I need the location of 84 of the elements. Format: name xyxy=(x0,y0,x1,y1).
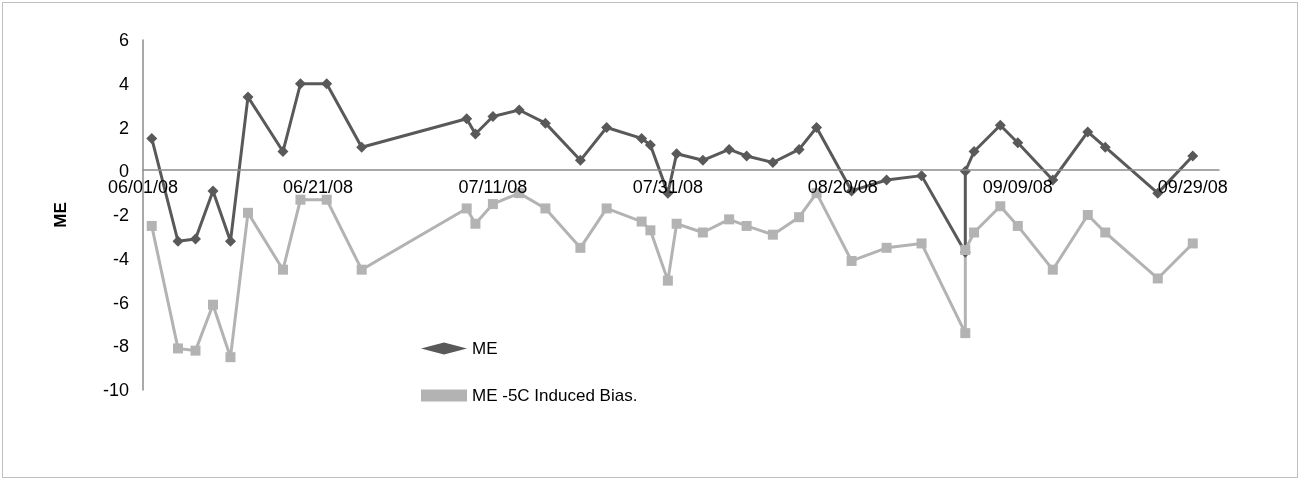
point xyxy=(767,157,779,168)
point xyxy=(1012,220,1023,231)
point xyxy=(277,146,289,158)
point xyxy=(575,242,586,253)
point xyxy=(294,78,306,90)
point xyxy=(321,78,333,90)
point xyxy=(741,150,753,162)
point xyxy=(461,113,473,125)
point xyxy=(697,227,708,238)
point xyxy=(172,235,184,247)
point xyxy=(356,141,368,153)
point xyxy=(969,227,980,238)
y-tick-label: -4 xyxy=(112,248,129,269)
point xyxy=(1082,210,1093,220)
y-tick-label: 6 xyxy=(118,30,129,50)
y-tick-label: -8 xyxy=(112,336,129,357)
point xyxy=(469,128,481,140)
point xyxy=(741,220,752,231)
point xyxy=(881,174,893,186)
point xyxy=(487,111,499,123)
point xyxy=(189,233,201,245)
point xyxy=(644,139,656,151)
y-tick-label: 4 xyxy=(118,73,129,94)
point xyxy=(794,212,805,223)
point xyxy=(601,203,612,214)
point xyxy=(225,352,236,363)
point xyxy=(662,275,673,286)
point xyxy=(487,199,498,210)
point xyxy=(793,143,805,155)
point xyxy=(1099,141,1111,153)
point xyxy=(242,207,253,218)
point xyxy=(636,216,647,227)
y-axis-title: ME xyxy=(51,202,70,228)
point xyxy=(968,146,980,158)
point xyxy=(190,345,201,356)
point xyxy=(321,194,332,205)
point xyxy=(1047,264,1058,275)
point xyxy=(146,220,157,231)
point xyxy=(1187,238,1198,249)
legend-label: ME -5C Induced Bias. xyxy=(472,386,638,405)
point xyxy=(811,122,823,133)
point xyxy=(461,203,472,214)
point xyxy=(767,229,778,240)
point xyxy=(881,242,892,253)
legend-label: ME xyxy=(472,339,498,358)
y-tick-label: -2 xyxy=(112,205,129,225)
point xyxy=(994,119,1006,131)
point xyxy=(295,194,306,205)
point xyxy=(916,170,928,182)
point xyxy=(724,214,735,225)
point xyxy=(671,148,683,160)
point xyxy=(1012,137,1024,149)
point xyxy=(1100,227,1111,238)
x-tick-label: 09/09/08 xyxy=(982,177,1053,197)
point xyxy=(1187,150,1199,162)
point xyxy=(172,343,183,354)
point xyxy=(540,203,551,214)
point xyxy=(846,255,857,266)
point xyxy=(513,104,525,116)
x-tick-label: 07/11/08 xyxy=(458,177,528,197)
point xyxy=(207,299,218,310)
point xyxy=(146,132,158,144)
point xyxy=(574,154,586,166)
point xyxy=(470,218,481,229)
point xyxy=(277,264,288,275)
point xyxy=(1082,126,1094,138)
y-tick-label: 2 xyxy=(118,117,129,138)
point xyxy=(995,201,1006,212)
point xyxy=(645,225,656,236)
point xyxy=(207,185,219,197)
point xyxy=(723,143,735,155)
y-tick-label: -6 xyxy=(112,292,129,313)
point xyxy=(697,154,709,166)
point xyxy=(671,218,682,229)
point xyxy=(539,117,551,129)
point xyxy=(960,328,971,339)
x-tick-label: 06/21/08 xyxy=(282,177,353,197)
point xyxy=(356,264,367,275)
point xyxy=(636,132,648,144)
point xyxy=(242,91,254,103)
point xyxy=(601,122,613,133)
point xyxy=(916,238,927,249)
y-tick-label: -10 xyxy=(102,380,129,400)
point xyxy=(1152,273,1163,284)
